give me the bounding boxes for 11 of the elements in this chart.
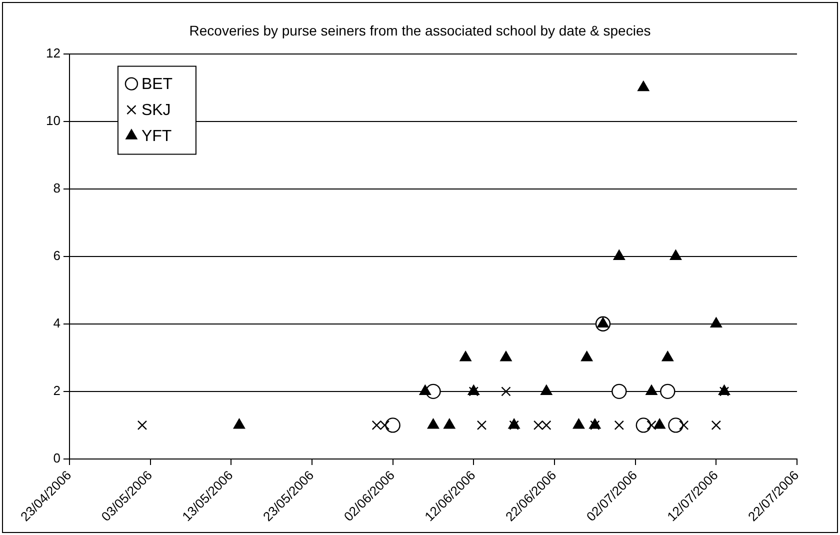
legend-label: BET [141,76,173,94]
legend-label: YFT [141,128,172,146]
y-tick-label: 6 [53,248,60,263]
y-tick-label: 8 [53,180,60,196]
y-tick-label: 0 [53,450,60,466]
y-tick-label: 4 [53,315,60,330]
chart-title: Recoveries by purse seiners from the associated school by date & species [189,22,651,38]
y-tick-label: 10 [46,112,60,128]
y-tick-label: 2 [53,383,60,398]
legend-label: SKJ [141,102,171,120]
y-tick-label: 12 [46,45,60,60]
